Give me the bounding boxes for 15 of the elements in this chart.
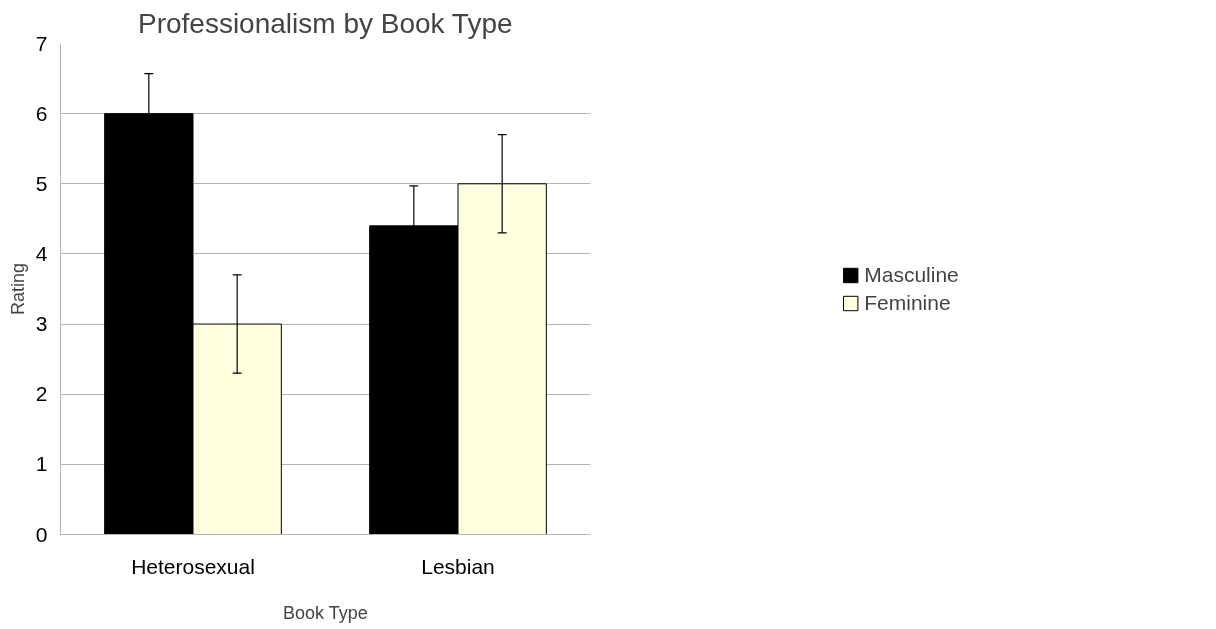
- y-tick-label: 7: [35, 31, 48, 55]
- x-axis-title: Book Type: [282, 602, 368, 623]
- y-tick-label: 2: [35, 382, 48, 406]
- legend-label: Feminine: [864, 290, 951, 315]
- chart-title: Professionalism by Book Type: [137, 7, 513, 39]
- y-tick-label: 3: [35, 312, 48, 336]
- y-tick-label: 1: [35, 452, 48, 476]
- y-tick-label: 5: [35, 171, 48, 195]
- y-tick-label: 4: [35, 241, 48, 265]
- y-tick-label: 6: [35, 101, 48, 125]
- y-tick-label: 0: [35, 522, 48, 546]
- x-tick-label: Lesbian: [421, 554, 495, 578]
- x-tick-label: Heterosexual: [131, 554, 255, 578]
- legend-label: Masculine: [864, 262, 959, 287]
- y-axis-title: Rating: [7, 262, 28, 316]
